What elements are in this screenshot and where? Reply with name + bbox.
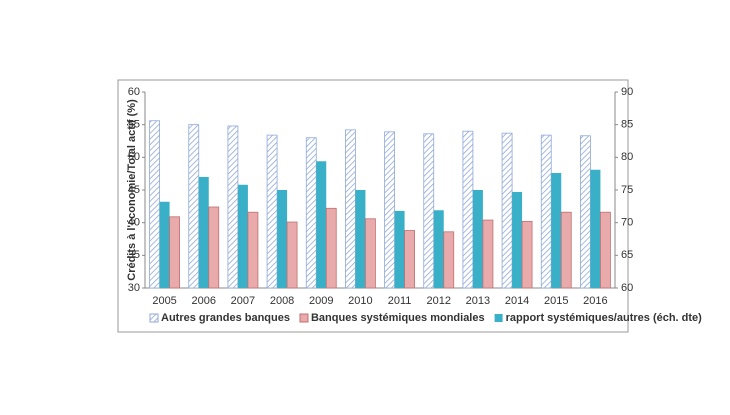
x-tick-label: 2008 [270, 295, 294, 307]
y-tick-label: 40 [128, 217, 140, 229]
y2-tick-label: 70 [621, 217, 633, 229]
bar [188, 124, 200, 289]
legend-swatch [494, 314, 503, 322]
bar [149, 120, 160, 289]
bar [423, 133, 435, 289]
bar [345, 129, 356, 289]
y-tick-label: 30 [128, 282, 140, 294]
y-tick-label: 50 [128, 151, 140, 163]
x-tick-label: 2016 [583, 295, 607, 307]
y2-tick-label: 80 [621, 151, 633, 163]
bar [600, 211, 611, 289]
legend-label: Banques systémiques mondiales [311, 312, 485, 324]
bar [404, 230, 415, 289]
chart-frame [117, 79, 629, 333]
y-tick-label: 45 [128, 184, 140, 196]
x-tick-label: 2007 [231, 295, 255, 307]
bar [551, 173, 562, 288]
y-tick-label: 60 [128, 86, 140, 98]
y2-tick-label: 65 [621, 249, 633, 261]
bar [521, 220, 533, 289]
bar [560, 211, 572, 289]
bar [365, 218, 376, 289]
x-tick-label: 2005 [152, 295, 176, 307]
bar [247, 211, 259, 289]
legend-swatch [149, 313, 159, 323]
bar [316, 161, 327, 288]
bar [462, 130, 474, 289]
bar [208, 206, 220, 289]
bar [580, 135, 591, 289]
legend-label: Autres grandes banques [161, 312, 290, 324]
bar [512, 191, 523, 288]
y-tick-label: 35 [128, 249, 140, 261]
bar [482, 219, 494, 289]
legend-swatch [299, 313, 309, 323]
x-tick-label: 2011 [388, 295, 412, 307]
y2-tick-label: 90 [621, 86, 633, 98]
bar [394, 210, 405, 288]
bar [227, 125, 239, 289]
y2-tick-label: 60 [621, 282, 633, 294]
y-tick-label: 55 [128, 119, 140, 131]
x-tick-label: 2006 [192, 295, 216, 307]
x-tick-label: 2015 [544, 295, 568, 307]
y2-tick-label: 85 [621, 119, 633, 131]
bar [433, 210, 444, 288]
bar [169, 216, 180, 289]
x-tick-label: 2012 [427, 295, 451, 307]
legend-label: rapport systémiques/autres (éch. dte) [506, 312, 703, 324]
bar [590, 169, 601, 288]
y-axis-label: Crédits à l'économie/Total actif (%) [126, 99, 138, 281]
bar [198, 176, 209, 288]
x-tick-label: 2013 [466, 295, 490, 307]
x-tick-label: 2010 [348, 295, 372, 307]
bar [443, 231, 455, 289]
bar [305, 137, 317, 289]
bar [472, 190, 483, 288]
bar [237, 184, 248, 288]
bar [266, 134, 278, 289]
bar [325, 207, 337, 289]
bar [355, 190, 366, 288]
bar [501, 132, 513, 289]
x-tick-label: 2014 [505, 295, 529, 307]
y2-tick-label: 75 [621, 184, 633, 196]
bar [286, 221, 298, 289]
bar [384, 131, 395, 289]
bar [540, 134, 552, 289]
bar [277, 190, 288, 288]
bar [159, 201, 170, 288]
x-tick-label: 2009 [309, 295, 333, 307]
